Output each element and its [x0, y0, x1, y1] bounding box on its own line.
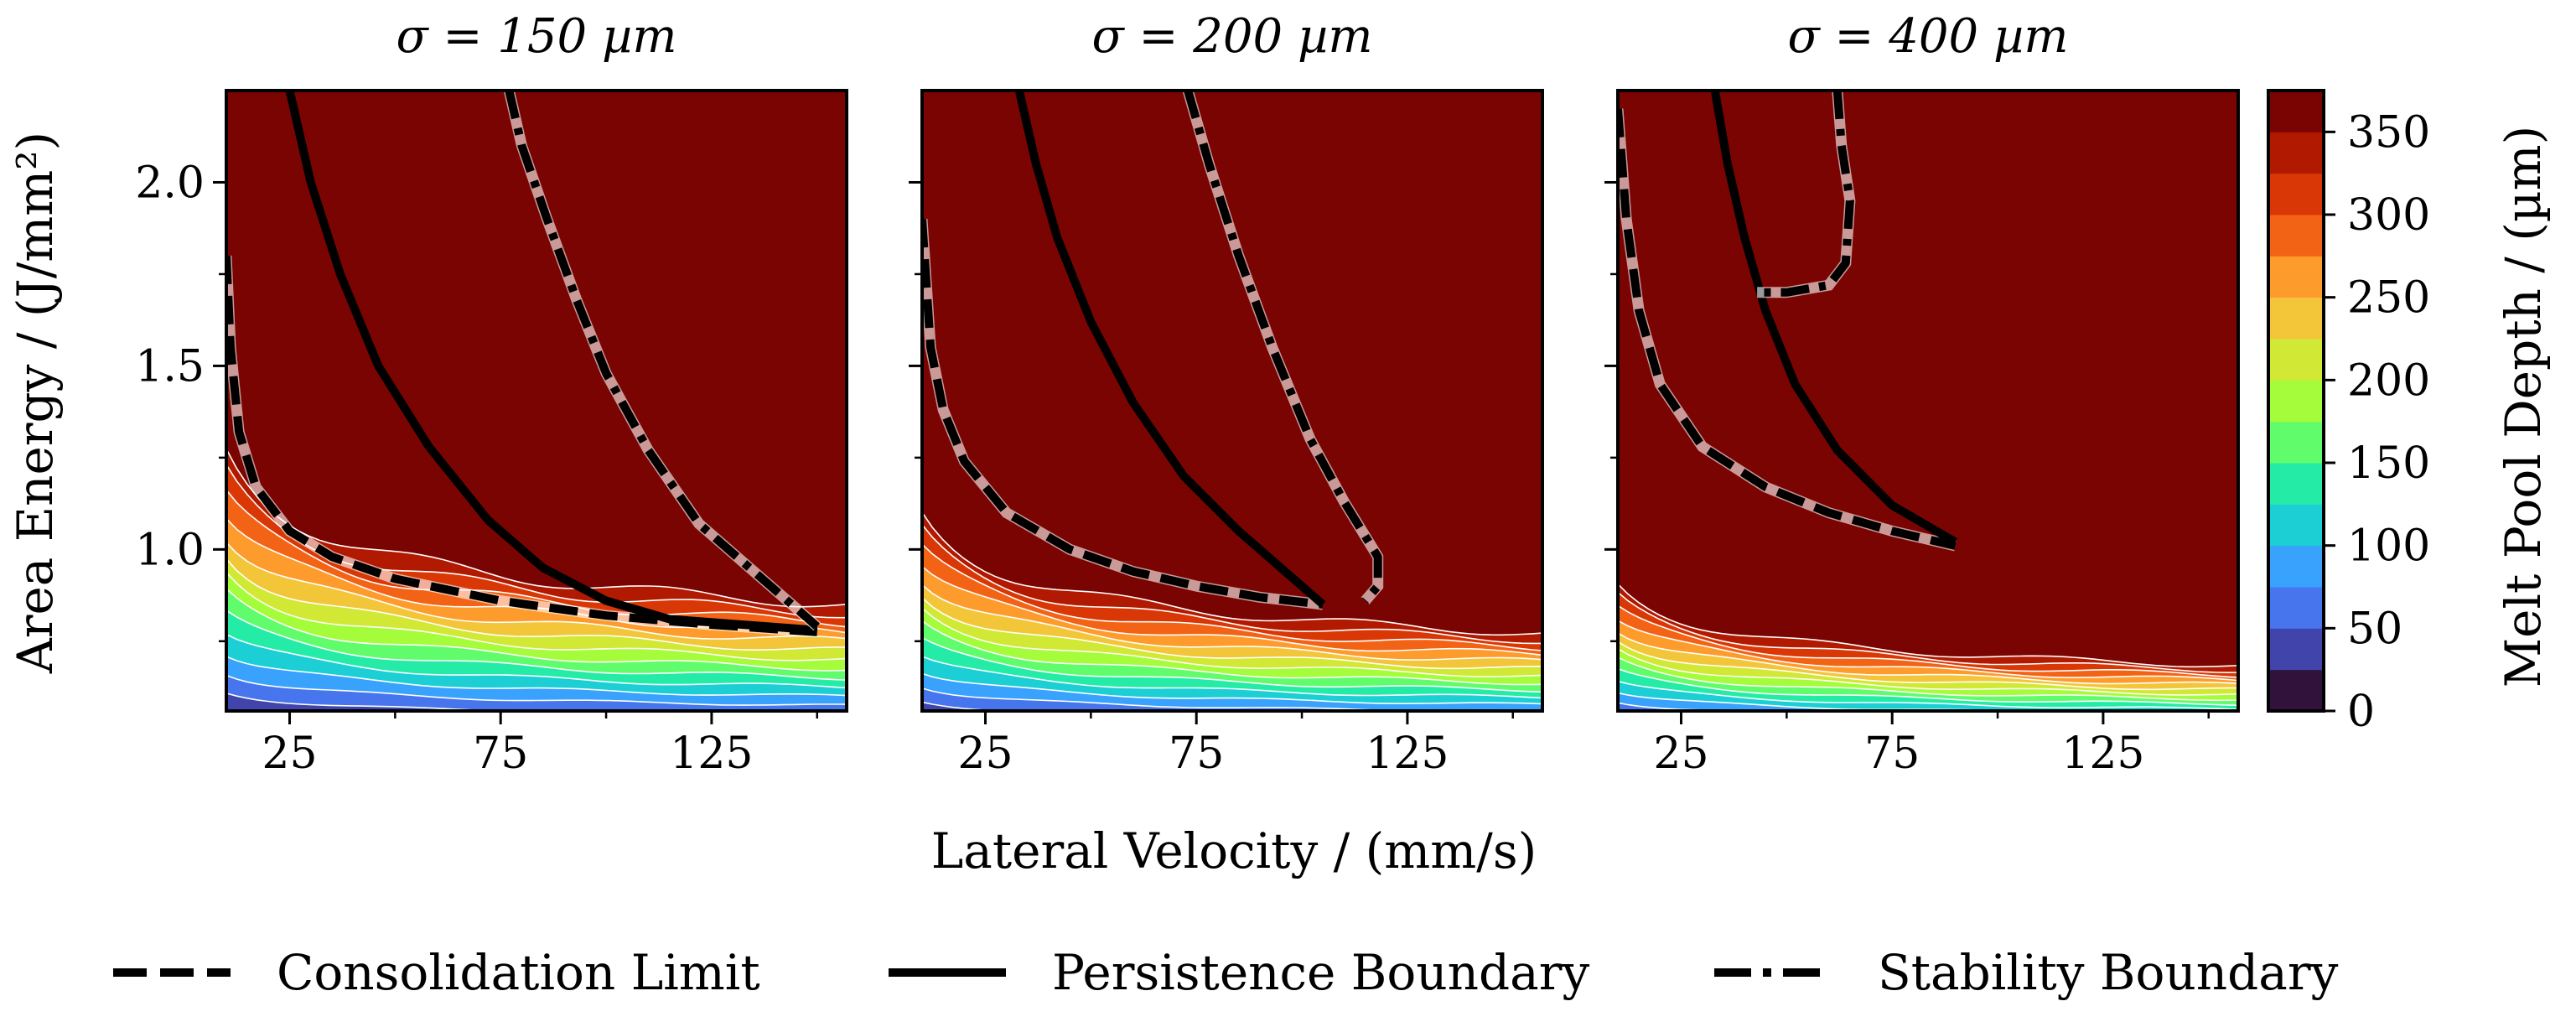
legend-label: Consolidation Limit: [277, 944, 760, 1001]
contour-fills: [922, 91, 1542, 726]
legend: Consolidation Limit Persistence Boundary S…: [113, 944, 2339, 1001]
colorbar-swatch: [2268, 463, 2324, 505]
panels-group: σ = 150 µm 25 75 125 1.0 1.5 2.0 σ = 200 µm 25 75…: [135, 9, 2240, 779]
colorbar-tick-label: 50: [2347, 604, 2402, 654]
panel-title: σ = 150 µm: [397, 9, 677, 64]
y-tick-label: 1.5: [135, 341, 205, 392]
panel-1: σ = 150 µm 25 75 125 1.0 1.5 2.0: [135, 9, 848, 779]
series-stability-boundary: [505, 91, 821, 630]
colorbar-swatch: [2268, 132, 2324, 174]
colorbar-swatch: [2268, 504, 2324, 547]
panel-frame: [225, 89, 848, 713]
panel-title: σ = 200 µm: [1092, 9, 1373, 64]
contour-fills: [1618, 91, 2238, 729]
colorbar-swatch: [2268, 628, 2324, 671]
colorbar-tick-label: 0: [2347, 687, 2375, 737]
contour-band-3: [226, 674, 847, 711]
colorbar-label: Melt Pool Depth / (µm): [2495, 126, 2552, 687]
x-tick-label: 25: [262, 729, 317, 779]
x-tick-label: 125: [670, 729, 753, 779]
series-consolidation-limit: [226, 255, 818, 636]
y-tick-label: 1.0: [135, 525, 205, 575]
panel-frame: [1616, 89, 2240, 713]
colorbar-swatch: [2268, 545, 2324, 588]
x-tick-label: 125: [2061, 729, 2144, 779]
boundary-lines: [1618, 91, 1958, 552]
colorbar-tick-label: 250: [2347, 273, 2430, 324]
colorbar-swatch: [2268, 669, 2324, 712]
colorbar-tick-label: 150: [2347, 438, 2430, 489]
legend-label: Persistence Boundary: [1052, 944, 1589, 1001]
boundary-lines: [226, 91, 822, 638]
panel-frame: [920, 89, 1544, 713]
x-axis-label: Lateral Velocity / (mm/s): [931, 822, 1537, 879]
contour-band-1: [226, 713, 847, 724]
colorbar-tick-label: 350: [2347, 107, 2430, 158]
x-tick-label: 25: [1653, 729, 1708, 779]
y-axis-label: Area Energy / (J/mm²): [7, 132, 64, 674]
contour-band-2: [1618, 712, 2238, 724]
colorbar-tick-label: 300: [2347, 190, 2430, 241]
colorbar: 0 50 100 150 200 250 300 350: [2267, 89, 2430, 737]
colorbar-swatch: [2268, 91, 2324, 132]
x-tick-label: 25: [957, 729, 1013, 779]
contour-band-top: [1618, 91, 2238, 711]
series-persistence-boundary: [1710, 91, 1958, 546]
colorbar-swatch: [2268, 380, 2324, 423]
series-stability-boundary: [1757, 91, 1854, 297]
x-tick-label: 75: [473, 729, 528, 779]
y-tick-label: 2.0: [135, 158, 205, 208]
contour-band-2: [922, 701, 1029, 711]
x-tick-label: 75: [1169, 729, 1224, 779]
colorbar-tick-label: 100: [2347, 521, 2430, 572]
colorbar-swatch: [2268, 339, 2324, 381]
colorbar-swatch: [2268, 256, 2324, 298]
contour-band-1: [1618, 715, 2238, 729]
panel-3: σ = 400 µm 25 75 125: [1604, 9, 2240, 779]
colorbar-swatch: [2268, 173, 2324, 215]
contour-band-5: [1618, 680, 2238, 711]
colorbar-tick-label: 200: [2347, 355, 2430, 406]
contour-band-2: [226, 693, 520, 711]
legend-label: Stability Boundary: [1878, 944, 2339, 1001]
series-consolidation-limit: [1618, 108, 1957, 550]
colorbar-swatch: [2268, 587, 2324, 629]
colorbar-swatch: [2268, 421, 2324, 464]
line-halo: [922, 218, 1324, 610]
series-persistence-boundary: [1014, 91, 1326, 608]
colorbar-frame: [2267, 89, 2325, 713]
series-stability-boundary: [1184, 91, 1382, 604]
colorbar-swatch: [2268, 215, 2324, 257]
panel-2: σ = 200 µm 25 75 125: [909, 9, 1544, 779]
boundary-lines: [922, 91, 1384, 610]
contour-band-3: [922, 687, 1542, 711]
x-tick-label: 75: [1864, 729, 1920, 779]
series-persistence-boundary: [285, 91, 818, 635]
colorbar-swatch: [2268, 297, 2324, 340]
x-tick-label: 125: [1366, 729, 1449, 779]
panel-title: σ = 400 µm: [1788, 9, 2069, 64]
contour-band-1: [922, 715, 1542, 726]
